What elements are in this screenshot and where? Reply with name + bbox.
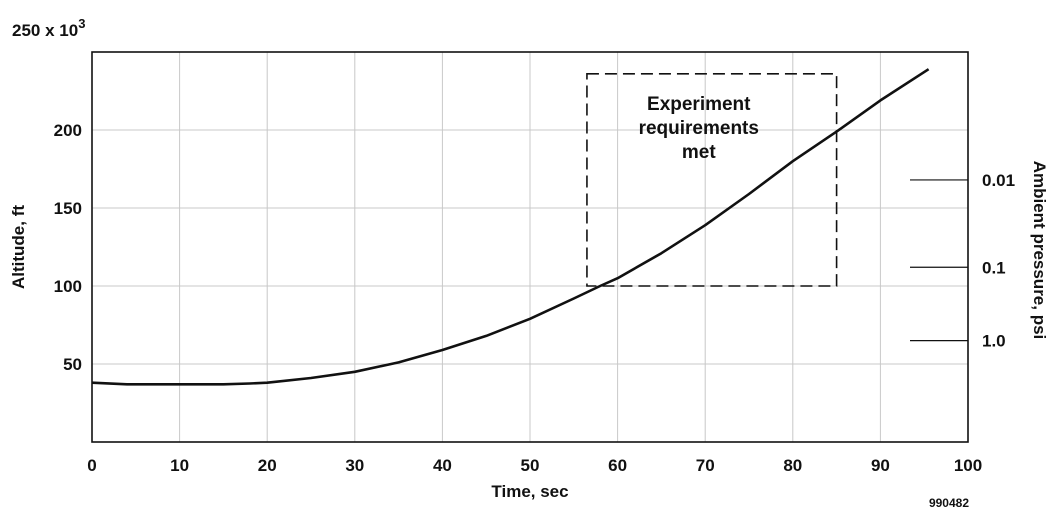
y-tick-label-50: 50 bbox=[63, 355, 82, 374]
figure-id: 990482 bbox=[929, 496, 969, 510]
x-axis-label: Time, sec bbox=[491, 482, 568, 501]
y-tick-label-100: 100 bbox=[54, 277, 82, 296]
annotation-group: Experiment requirements met bbox=[586, 73, 838, 287]
x-tick-label-0: 0 bbox=[87, 456, 96, 475]
x-tick-label-10: 10 bbox=[170, 456, 189, 475]
experiment-label-line-3: met bbox=[682, 142, 716, 163]
experiment-label-line-2: requirements bbox=[639, 118, 759, 139]
secondary-y-ticks: 0.01 0.1 1.0 bbox=[910, 171, 1015, 351]
x-tick-label-100: 100 bbox=[954, 456, 982, 475]
y-exponent-label: 250 x 103 bbox=[12, 16, 85, 40]
experiment-box bbox=[586, 73, 838, 287]
y-axis-label: Altitude, ft bbox=[9, 205, 28, 289]
experiment-label-line-1: Experiment bbox=[647, 94, 751, 115]
x-tick-label-80: 80 bbox=[783, 456, 802, 475]
y-exponent-superscript: 3 bbox=[78, 16, 85, 31]
x-tick-label-50: 50 bbox=[521, 456, 540, 475]
x-tick-label-70: 70 bbox=[696, 456, 715, 475]
x-tick-label-20: 20 bbox=[258, 456, 277, 475]
x-tick-label-60: 60 bbox=[608, 456, 627, 475]
altitude-curve-0 bbox=[91, 68, 930, 386]
grid-lines bbox=[92, 52, 968, 442]
y-tick-label-200: 200 bbox=[54, 121, 82, 140]
x-tick-label-90: 90 bbox=[871, 456, 890, 475]
y2-tick-label-1.0: 1.0 bbox=[982, 332, 1006, 351]
x-tick-label-40: 40 bbox=[433, 456, 452, 475]
x-tick-label-30: 30 bbox=[345, 456, 364, 475]
y-tick-labels: 50 100 150 200 bbox=[54, 121, 82, 374]
y2-axis-label: Ambient pressure, psi bbox=[1030, 161, 1049, 340]
series-group bbox=[91, 68, 930, 386]
y2-tick-label-0.1: 0.1 bbox=[982, 258, 1006, 277]
plot-frame bbox=[91, 51, 969, 443]
y2-tick-label-0.01: 0.01 bbox=[982, 171, 1015, 190]
y-tick-label-150: 150 bbox=[54, 199, 82, 218]
x-tick-labels: 0 10 20 30 40 50 60 70 80 90 100 bbox=[87, 456, 982, 475]
